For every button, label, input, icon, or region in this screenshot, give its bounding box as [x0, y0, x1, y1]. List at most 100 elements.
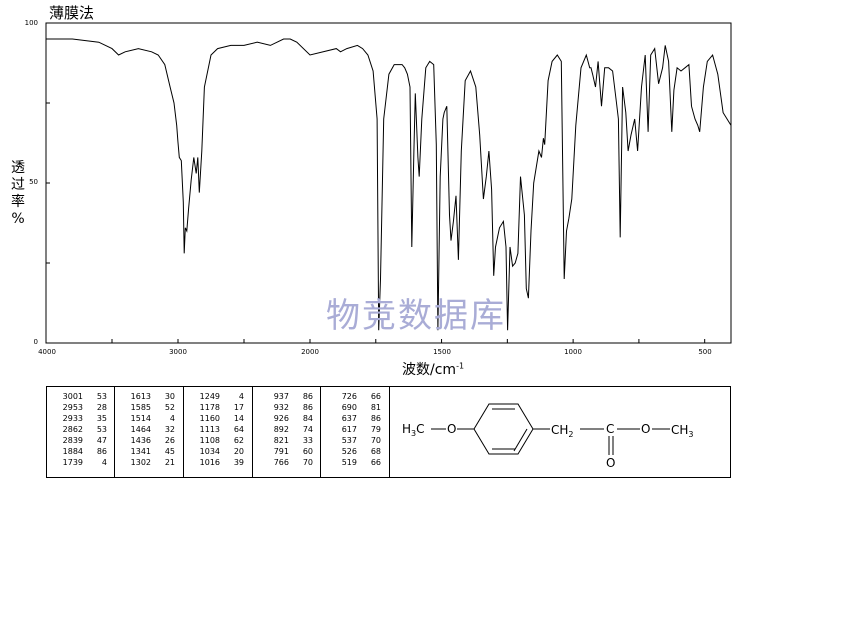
peak-row: 1034 20 — [184, 446, 252, 457]
peak-transmittance: 35 — [96, 414, 107, 423]
peak-row: 1436 26 — [115, 435, 183, 446]
peak-transmittance: 4 — [169, 414, 175, 423]
peak-wavenumber: 1341 — [130, 447, 151, 456]
peak-transmittance: 47 — [96, 436, 107, 445]
peak-row: 519 66 — [321, 457, 389, 468]
x-axis-label: 波数/cm-1 — [402, 359, 464, 379]
peak-transmittance: 60 — [302, 447, 313, 456]
peak-wavenumber: 690 — [341, 403, 357, 412]
peak-row: 791 60 — [253, 446, 320, 457]
y-tick-label: 100 — [24, 19, 38, 27]
x-tick-label: 4000 — [38, 348, 56, 356]
peak-row: 1464 32 — [115, 424, 183, 435]
peak-row: 1739 4 — [47, 457, 114, 468]
y-axis-label-text: 透过率 % — [11, 160, 25, 227]
structure-drawing: H3C O CH2 C O O CH3 — [402, 403, 694, 470]
peak-transmittance: 86 — [96, 447, 107, 456]
x-tick-label: 500 — [698, 348, 712, 356]
watermark: 物竞数据库 — [326, 296, 506, 336]
peak-wavenumber: 637 — [341, 414, 357, 423]
peak-row: 2839 47 — [47, 435, 114, 446]
peak-row: 726 66 — [321, 391, 389, 402]
peak-wavenumber: 2953 — [62, 403, 83, 412]
peak-wavenumber: 617 — [341, 425, 357, 434]
peak-wavenumber: 1514 — [130, 414, 151, 423]
peak-transmittance: 21 — [164, 458, 175, 467]
x-tick-label: 2000 — [301, 348, 319, 356]
peak-wavenumber: 932 — [273, 403, 289, 412]
peak-transmittance: 4 — [238, 392, 244, 401]
peak-row: 1016 39 — [184, 457, 252, 468]
peak-transmittance: 26 — [164, 436, 175, 445]
peak-wavenumber: 892 — [273, 425, 289, 434]
peak-wavenumber: 526 — [341, 447, 357, 456]
peak-row: 1249 4 — [184, 391, 252, 402]
peak-wavenumber: 2933 — [62, 414, 83, 423]
peak-row: 2933 35 — [47, 413, 114, 424]
peak-row: 937 86 — [253, 391, 320, 402]
peak-transmittance: 66 — [370, 458, 381, 467]
peak-row: 526 68 — [321, 446, 389, 457]
peak-row: 1341 45 — [115, 446, 183, 457]
ch3-label: CH3 — [671, 423, 694, 439]
x-axis-label-text: 波数/cm — [402, 362, 457, 378]
carbonyl-oxygen-label: O — [606, 456, 615, 470]
peak-wavenumber: 1436 — [130, 436, 151, 445]
peak-wavenumber: 926 — [273, 414, 289, 423]
peak-transmittance: 74 — [302, 425, 313, 434]
peak-transmittance: 33 — [302, 436, 313, 445]
y-tick-label: 0 — [33, 338, 38, 346]
peak-transmittance: 45 — [164, 447, 175, 456]
peak-row: 3001 53 — [47, 391, 114, 402]
peak-wavenumber: 537 — [341, 436, 357, 445]
peak-transmittance: 64 — [233, 425, 244, 434]
peak-transmittance: 17 — [233, 403, 244, 412]
peak-transmittance: 52 — [164, 403, 175, 412]
peak-transmittance: 62 — [233, 436, 244, 445]
peak-wavenumber: 766 — [273, 458, 289, 467]
axis-ticks — [45, 22, 706, 344]
peak-column: 1613 30 1585 52 1514 4 1464 32 1436 26 1341 45 1302 2… — [115, 387, 184, 477]
peak-transmittance: 70 — [302, 458, 313, 467]
peak-row: 1514 4 — [115, 413, 183, 424]
peak-wavenumber: 1160 — [199, 414, 220, 423]
ch2-label: CH2 — [551, 423, 574, 439]
peak-column: 1249 4 1178 17 1160 14 1113 64 1108 62 1034 20 1016 3… — [184, 387, 253, 477]
peak-row: 926 84 — [253, 413, 320, 424]
peak-column: 937 86 932 86 926 84 892 74 821 33 791 60 766 70 — [253, 387, 321, 477]
peak-transmittance: 70 — [370, 436, 381, 445]
peak-row: 617 79 — [321, 424, 389, 435]
peak-wavenumber: 726 — [341, 392, 357, 401]
ester-oxygen-label: O — [641, 422, 650, 436]
peak-transmittance: 79 — [370, 425, 381, 434]
h3c-label: H3C — [402, 422, 425, 438]
peak-transmittance: 30 — [164, 392, 175, 401]
peak-transmittance: 53 — [96, 425, 107, 434]
y-tick-label: 50 — [29, 178, 38, 186]
peak-transmittance: 32 — [164, 425, 175, 434]
peak-wavenumber: 791 — [273, 447, 289, 456]
peak-wavenumber: 1464 — [130, 425, 151, 434]
peak-wavenumber: 2839 — [62, 436, 83, 445]
peak-transmittance: 84 — [302, 414, 313, 423]
peak-wavenumber: 1016 — [199, 458, 220, 467]
peak-row: 537 70 — [321, 435, 389, 446]
x-tick-label: 1000 — [564, 348, 582, 356]
x-tick-label: 3000 — [169, 348, 187, 356]
benzene-ring — [473, 403, 534, 455]
peak-wavenumber: 1108 — [199, 436, 220, 445]
peak-column: 3001 53 2953 28 2933 35 2862 53 2839 47 1884 86 1739… — [47, 387, 115, 477]
peak-transmittance: 68 — [370, 447, 381, 456]
peak-row: 690 81 — [321, 402, 389, 413]
x-tick-label: 1500 — [433, 348, 451, 356]
peak-wavenumber: 1739 — [62, 458, 83, 467]
peak-row: 1884 86 — [47, 446, 114, 457]
peak-wavenumber: 1613 — [130, 392, 151, 401]
peak-wavenumber: 3001 — [62, 392, 83, 401]
peak-wavenumber: 1249 — [199, 392, 220, 401]
ether-oxygen-label: O — [447, 422, 456, 436]
peak-transmittance: 66 — [370, 392, 381, 401]
peak-row: 932 86 — [253, 402, 320, 413]
peak-wavenumber: 1113 — [199, 425, 220, 434]
